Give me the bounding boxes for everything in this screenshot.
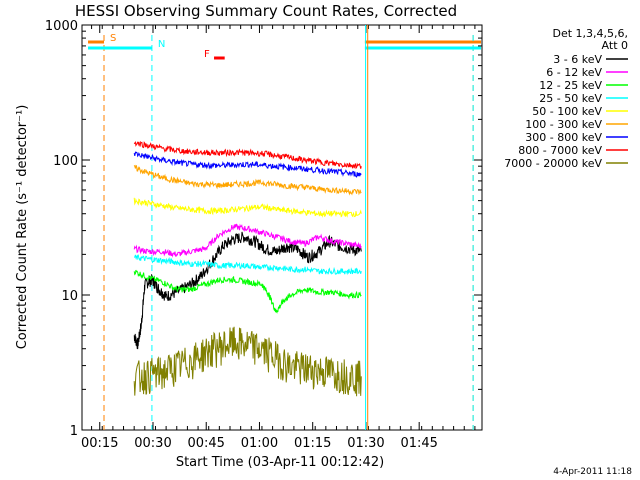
legend-title-line: Det 1,3,4,5,6, <box>552 27 628 40</box>
legend-label: 12 - 25 keV <box>539 79 602 92</box>
series-line <box>133 326 362 397</box>
x-tick-label: 00:15 <box>81 436 118 451</box>
series-line <box>133 269 362 314</box>
legend-label: 3 - 6 keV <box>553 53 602 66</box>
observing-flags: S N F <box>88 25 481 430</box>
plot-frame <box>81 24 483 431</box>
x-tick-label: 01:00 <box>241 436 278 451</box>
legend-label: 800 - 7000 keV <box>518 144 602 157</box>
y-tick-label: 1000 <box>45 19 78 34</box>
legend-title-line: Att 0 <box>602 39 628 52</box>
series-line <box>133 223 362 258</box>
series-line <box>133 140 362 170</box>
y-tick-label: 10 <box>61 289 78 304</box>
y-axis-label: Corrected Count Rate (s⁻¹ detector⁻¹) <box>15 105 30 350</box>
y-tick-label: 100 <box>53 154 78 169</box>
x-tick-label: 01:15 <box>294 436 331 451</box>
series-line <box>133 197 362 218</box>
series-line <box>133 151 362 178</box>
x-tick-label: 01:30 <box>347 436 384 451</box>
series-line <box>133 231 362 350</box>
legend-label: 25 - 50 keV <box>539 92 602 105</box>
series-lines <box>133 140 362 397</box>
legend-label: 300 - 800 keV <box>525 131 602 144</box>
legend-label: 7000 - 20000 keV <box>504 157 602 170</box>
chart-title: HESSI Observing Summary Count Rates, Cor… <box>75 2 457 20</box>
legend-label: 6 - 12 keV <box>546 66 602 79</box>
series-line <box>133 254 362 276</box>
flag-label: S <box>110 33 116 44</box>
flag-label: F <box>204 49 210 60</box>
legend-label: 50 - 100 keV <box>532 105 602 118</box>
x-tick-label: 00:30 <box>134 436 171 451</box>
legend-label: 100 - 300 keV <box>525 118 602 131</box>
series-line <box>133 164 362 196</box>
x-tick-label: 00:45 <box>187 436 224 451</box>
flag-label: N <box>158 39 165 50</box>
y-axis: 1 10 100 1000 <box>45 19 482 439</box>
y-tick-label: 1 <box>70 424 78 439</box>
date-stamp: 4-Apr-2011 11:18 <box>553 467 632 477</box>
x-axis-label: Start Time (03-Apr-11 00:12:42) <box>176 455 384 470</box>
x-tick-label: 01:45 <box>400 436 437 451</box>
